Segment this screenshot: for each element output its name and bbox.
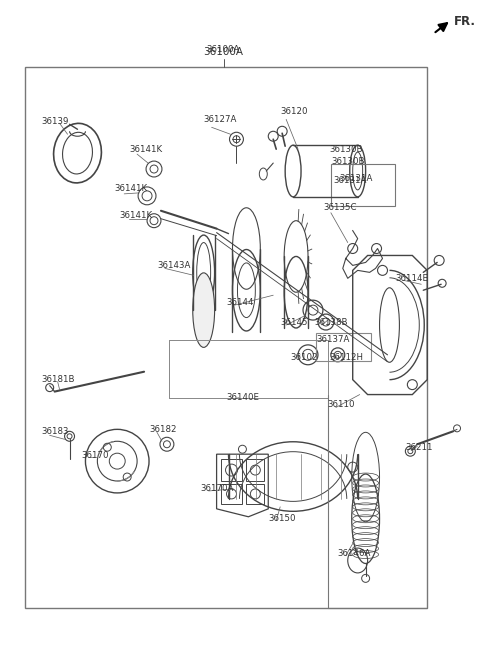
- Ellipse shape: [193, 273, 215, 347]
- Bar: [246, 484, 264, 504]
- Text: 36130B: 36130B: [332, 157, 365, 166]
- Text: 36137A: 36137A: [316, 335, 349, 345]
- Text: 36131A: 36131A: [340, 174, 373, 183]
- Text: 36138B: 36138B: [314, 318, 348, 327]
- Text: 36145: 36145: [280, 318, 308, 327]
- Text: 36110: 36110: [328, 400, 355, 409]
- Text: 36144: 36144: [227, 297, 254, 307]
- Bar: [25, 67, 427, 608]
- Text: 36120: 36120: [280, 107, 308, 116]
- Text: 36112H: 36112H: [330, 353, 364, 362]
- Text: 36102: 36102: [290, 353, 318, 362]
- Text: 36183: 36183: [42, 427, 69, 436]
- Text: 36150: 36150: [268, 514, 296, 523]
- Text: 36141K: 36141K: [129, 145, 162, 154]
- Text: 36127A: 36127A: [204, 115, 237, 124]
- Text: 36100A: 36100A: [204, 47, 243, 57]
- Text: 36181B: 36181B: [42, 375, 75, 384]
- Bar: [331, 164, 396, 206]
- Text: 36170A: 36170A: [201, 485, 234, 493]
- Bar: [221, 459, 242, 481]
- Text: 36141K: 36141K: [114, 185, 147, 193]
- Text: 36211: 36211: [406, 443, 433, 452]
- Text: 36131A: 36131A: [334, 176, 367, 185]
- Text: 36143A: 36143A: [157, 261, 191, 270]
- Text: 36182: 36182: [149, 425, 177, 434]
- Text: 36139: 36139: [42, 117, 69, 126]
- Text: 36146A: 36146A: [338, 549, 371, 558]
- Text: 36140E: 36140E: [227, 393, 260, 402]
- Bar: [221, 484, 242, 504]
- Text: 36130B: 36130B: [330, 145, 363, 154]
- Text: FR.: FR.: [454, 16, 476, 28]
- Text: 36114E: 36114E: [396, 274, 429, 283]
- Text: 36100A: 36100A: [207, 45, 240, 54]
- Bar: [246, 459, 264, 481]
- Text: 36141K: 36141K: [119, 211, 152, 220]
- Text: 36170: 36170: [82, 451, 109, 460]
- Text: 36135C: 36135C: [323, 203, 357, 212]
- Bar: [316, 333, 371, 361]
